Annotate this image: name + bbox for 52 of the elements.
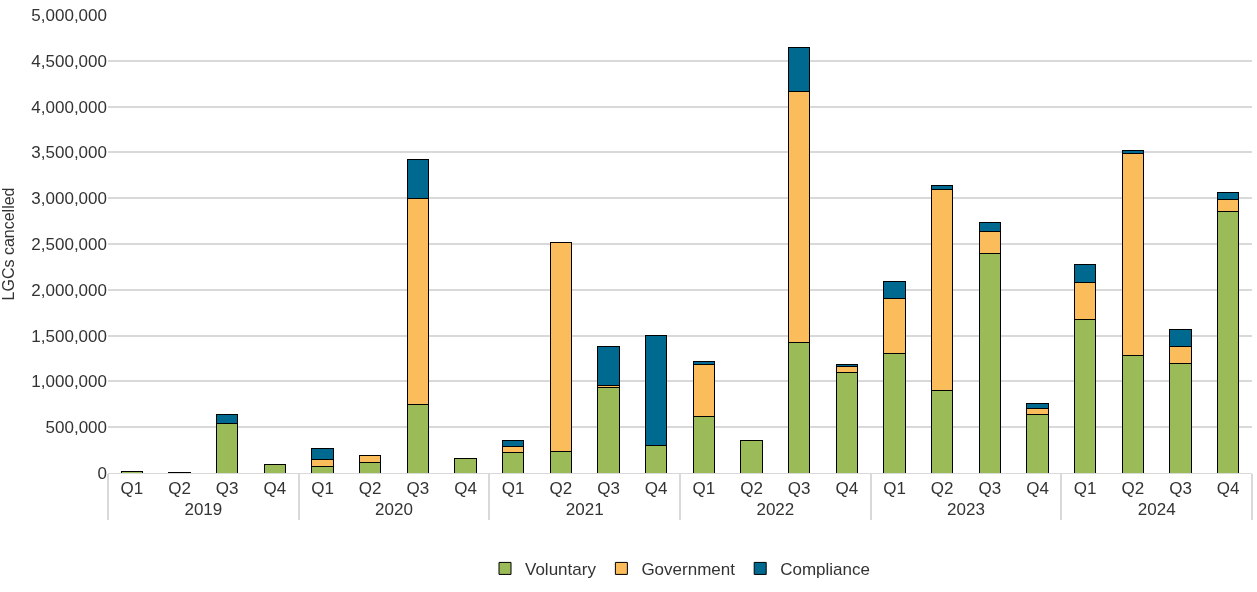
y-tick-label: 2,500,000 [31, 234, 107, 254]
y-tick-label: 500,000 [45, 418, 107, 438]
category-label: Q1 [311, 479, 334, 499]
category-label: Q3 [597, 479, 620, 499]
category-label: Q3 [787, 479, 811, 499]
y-tick-label: 2,000,000 [31, 280, 107, 300]
bar [454, 457, 477, 473]
y-tick-label: 1,500,000 [31, 326, 107, 346]
category-label: Q4 [1026, 479, 1049, 499]
category-label: Q2 [1121, 479, 1145, 499]
bar [597, 387, 620, 473]
legend-label: Voluntary [525, 560, 597, 580]
bar [835, 371, 859, 473]
category-label: Q1 [692, 479, 716, 499]
y-tick-label: 5,000,000 [31, 5, 107, 25]
y-tick-label: 1,000,000 [31, 372, 107, 392]
y-tick-label: 4,000,000 [31, 97, 107, 117]
category-label: Q2 [549, 479, 573, 499]
y-tick-label: 0 [97, 463, 107, 483]
category-label: 2022 [756, 500, 795, 520]
category-label: Q3 [1169, 479, 1192, 499]
category-label: Q4 [1216, 479, 1240, 499]
category-label: 2020 [375, 500, 413, 520]
category-label: Q4 [263, 479, 287, 499]
category-label: Q2 [168, 479, 191, 499]
bar [740, 439, 763, 473]
category-label: 2024 [1137, 500, 1176, 520]
y-tick-label: 3,000,000 [31, 189, 107, 209]
category-label: Q3 [215, 479, 239, 499]
category-label: Q3 [978, 479, 1002, 499]
category-label: 2023 [947, 500, 985, 520]
bar [597, 346, 620, 386]
legend-label: Government [641, 560, 736, 580]
y-tick-label: 3,500,000 [31, 143, 107, 163]
bar [1026, 413, 1049, 473]
category-label: Q4 [835, 479, 859, 499]
category-label: Q3 [406, 479, 430, 499]
legend-label: Compliance [780, 560, 870, 580]
category-label: Q1 [120, 479, 144, 499]
category-label: Q2 [358, 479, 382, 499]
y-axis-title: LGCs cancelled [0, 187, 17, 301]
category-label: Q2 [740, 479, 763, 499]
category-label: Q2 [930, 479, 954, 499]
category-label: Q1 [1073, 479, 1097, 499]
category-label: Q1 [883, 479, 906, 499]
bar [263, 464, 287, 473]
category-label: 2021 [565, 500, 604, 520]
category-label: 2019 [184, 500, 223, 520]
category-label: Q1 [501, 479, 525, 499]
y-tick-label: 4,500,000 [31, 51, 107, 71]
category-label: Q4 [644, 479, 668, 499]
category-label: Q4 [454, 479, 477, 499]
